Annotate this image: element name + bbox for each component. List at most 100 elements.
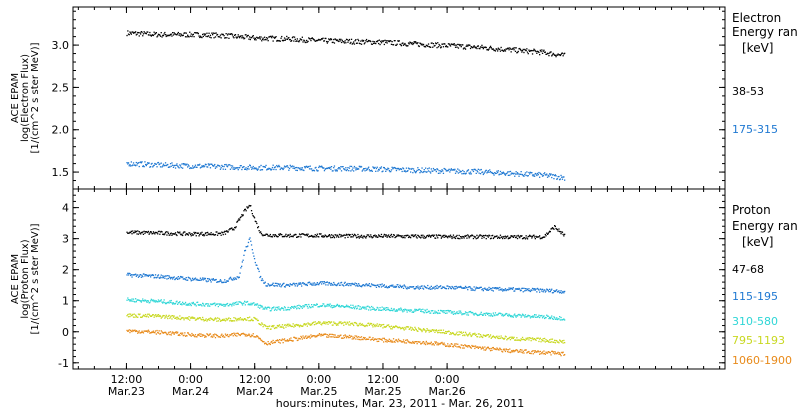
data-point <box>216 334 218 337</box>
data-point <box>474 313 476 315</box>
data-point <box>420 343 422 345</box>
data-point <box>283 339 285 341</box>
data-point <box>263 324 265 326</box>
data-point <box>410 329 413 331</box>
data-point <box>381 171 383 173</box>
data-point <box>167 232 170 234</box>
data-point <box>350 236 352 238</box>
data-point <box>355 285 357 287</box>
data-point <box>174 33 177 35</box>
data-point <box>394 310 396 312</box>
data-point <box>141 274 143 277</box>
data-point <box>529 352 532 354</box>
data-point <box>195 235 197 237</box>
data-point <box>446 169 448 172</box>
data-point <box>526 51 529 53</box>
data-point <box>221 165 224 168</box>
data-point <box>301 325 303 327</box>
data-point <box>361 170 363 172</box>
data-point <box>529 235 532 237</box>
data-point <box>130 274 132 277</box>
data-point <box>554 353 556 355</box>
data-point <box>507 289 509 291</box>
data-point <box>531 315 534 317</box>
data-point <box>173 303 175 305</box>
data-point <box>277 325 279 328</box>
legend-unit: [keV] <box>742 41 773 55</box>
data-point <box>443 312 445 314</box>
data-point <box>130 161 132 163</box>
data-point <box>454 345 457 347</box>
data-point <box>459 170 462 172</box>
data-point <box>340 337 343 339</box>
x-tick-label: 12:00 <box>111 373 143 386</box>
data-point <box>432 330 435 332</box>
data-point <box>364 236 366 238</box>
data-point <box>177 231 179 234</box>
data-point <box>452 345 454 348</box>
data-point <box>197 318 199 320</box>
data-point <box>180 332 182 334</box>
data-point <box>335 38 337 41</box>
data-point <box>530 235 532 237</box>
data-point <box>266 233 268 235</box>
data-point <box>316 170 318 172</box>
data-point <box>529 50 532 52</box>
data-point <box>478 172 480 174</box>
data-point <box>405 171 407 173</box>
data-point <box>142 35 144 37</box>
data-point <box>561 52 563 54</box>
data-point <box>477 287 479 289</box>
data-point <box>462 347 464 349</box>
data-point <box>226 230 228 232</box>
data-point <box>527 53 529 55</box>
data-point <box>397 338 400 340</box>
data-point <box>239 301 241 303</box>
data-point <box>278 285 281 287</box>
data-point <box>182 163 184 165</box>
data-point <box>426 342 428 344</box>
data-point <box>264 324 266 326</box>
data-point <box>280 233 282 236</box>
data-point <box>502 313 504 315</box>
data-point <box>298 325 300 327</box>
data-point <box>438 43 440 46</box>
data-point <box>208 305 210 307</box>
data-point <box>428 167 430 169</box>
data-point <box>207 319 209 321</box>
data-point <box>147 316 150 318</box>
data-point <box>499 234 502 236</box>
data-point <box>438 312 440 314</box>
data-point <box>312 169 314 172</box>
data-point <box>163 331 165 334</box>
data-point <box>201 278 203 281</box>
data-point <box>273 234 275 236</box>
data-point <box>135 34 137 36</box>
data-point <box>262 165 264 168</box>
data-point <box>275 234 277 237</box>
data-point <box>351 233 353 236</box>
data-point <box>439 45 441 47</box>
data-point <box>500 173 502 175</box>
data-point <box>537 337 539 339</box>
data-point <box>539 316 541 319</box>
data-point <box>474 289 476 292</box>
data-point <box>539 288 541 290</box>
data-point <box>438 286 440 288</box>
data-point <box>384 286 386 288</box>
data-point <box>454 168 456 170</box>
data-point <box>244 249 247 252</box>
data-point <box>153 331 155 334</box>
data-point <box>515 316 517 318</box>
data-point <box>285 340 287 342</box>
data-point <box>150 166 152 168</box>
data-point <box>372 306 374 309</box>
data-point <box>171 318 173 320</box>
data-point <box>398 169 400 171</box>
data-point <box>171 332 173 334</box>
data-point <box>164 316 167 318</box>
data-point <box>363 325 365 327</box>
data-point <box>556 353 558 355</box>
data-point <box>356 324 358 326</box>
data-point <box>475 238 477 240</box>
